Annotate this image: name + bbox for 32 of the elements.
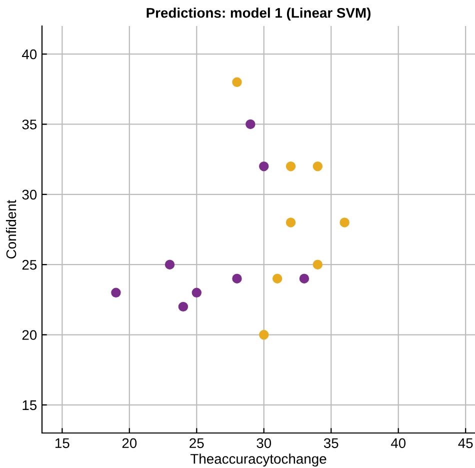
point xyxy=(246,119,256,130)
point xyxy=(340,218,350,228)
point xyxy=(272,274,282,284)
y-axis-title: Confident xyxy=(6,200,16,259)
point xyxy=(259,330,269,340)
y-tick-label: 20 xyxy=(22,330,37,340)
point xyxy=(286,161,296,172)
point xyxy=(312,161,323,172)
x-tick-label: 20 xyxy=(122,438,137,448)
y-tick-label: 35 xyxy=(22,120,37,130)
point xyxy=(111,288,121,298)
point xyxy=(232,274,242,284)
point xyxy=(299,274,310,284)
x-tick-label: 45 xyxy=(458,438,473,448)
point xyxy=(164,260,175,270)
x-tick-label: 35 xyxy=(324,438,338,448)
point xyxy=(178,302,188,312)
x-tick-label: 40 xyxy=(390,438,406,448)
y-tick-label: 15 xyxy=(22,400,37,410)
x-axis-title: Theaccuracytochange xyxy=(190,454,326,467)
x-tick-label: 30 xyxy=(256,438,272,448)
y-tick-label: 25 xyxy=(22,260,37,270)
point xyxy=(286,218,296,228)
point xyxy=(192,288,202,298)
x-tick-label: 15 xyxy=(56,438,70,448)
point xyxy=(232,77,242,87)
x-tick-label: 25 xyxy=(190,438,204,448)
chart-title: Predictions: model 1 (Linear SVM) xyxy=(146,8,370,21)
y-tick-label: 40 xyxy=(22,49,37,60)
point xyxy=(259,161,269,172)
point xyxy=(312,260,323,270)
y-tick-label: 30 xyxy=(22,190,37,200)
